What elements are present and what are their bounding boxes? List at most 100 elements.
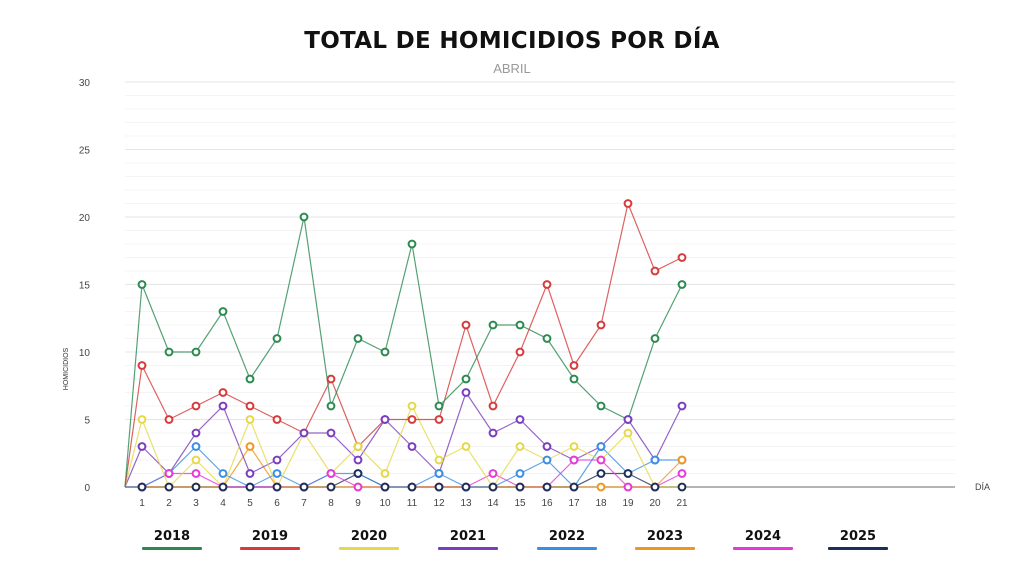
data-point-2025[interactable] — [245, 482, 255, 492]
data-point-2019[interactable] — [407, 415, 417, 424]
data-point-2018[interactable] — [488, 320, 498, 330]
data-point-2020[interactable] — [137, 415, 147, 424]
data-point-2018[interactable] — [596, 401, 606, 411]
data-point-2022[interactable] — [191, 442, 201, 451]
data-point-2020[interactable] — [353, 442, 363, 451]
data-point-2018[interactable] — [650, 334, 660, 343]
data-point-2019[interactable] — [164, 415, 174, 424]
data-point-2019[interactable] — [272, 415, 282, 424]
data-point-2019[interactable] — [569, 361, 579, 370]
data-point-2020[interactable] — [623, 428, 633, 438]
data-point-2021[interactable] — [353, 455, 363, 465]
data-point-2022[interactable] — [596, 442, 606, 451]
data-point-2025[interactable] — [326, 482, 336, 492]
data-point-2018[interactable] — [272, 334, 282, 343]
data-point-2024[interactable] — [488, 469, 498, 478]
data-point-2018[interactable] — [380, 347, 390, 357]
data-point-2018[interactable] — [434, 401, 444, 411]
data-point-2019[interactable] — [623, 199, 633, 208]
data-point-2025[interactable] — [650, 482, 660, 492]
data-point-2019[interactable] — [461, 320, 471, 330]
data-point-2018[interactable] — [407, 239, 417, 249]
data-point-2019[interactable] — [137, 361, 147, 370]
data-point-2019[interactable] — [596, 320, 606, 330]
legend-item-2019[interactable]: 2019 — [240, 529, 300, 550]
data-point-2018[interactable] — [542, 334, 552, 343]
data-point-2025[interactable] — [569, 482, 579, 492]
data-point-2025[interactable] — [164, 482, 174, 492]
data-point-2024[interactable] — [353, 482, 363, 492]
data-point-2020[interactable] — [191, 455, 201, 465]
data-point-2018[interactable] — [191, 347, 201, 357]
data-point-2021[interactable] — [326, 428, 336, 438]
data-point-2025[interactable] — [461, 482, 471, 492]
data-point-2020[interactable] — [434, 455, 444, 465]
data-point-2019[interactable] — [650, 266, 660, 276]
data-point-2024[interactable] — [326, 469, 336, 478]
data-point-2024[interactable] — [677, 469, 687, 478]
data-point-2025[interactable] — [272, 482, 282, 492]
data-point-2020[interactable] — [461, 442, 471, 451]
data-point-2021[interactable] — [461, 388, 471, 397]
legend-item-2023[interactable]: 2023 — [635, 529, 695, 550]
data-point-2018[interactable] — [353, 334, 363, 343]
data-point-2025[interactable] — [677, 482, 687, 492]
data-point-2019[interactable] — [515, 347, 525, 357]
legend-item-2020[interactable]: 2020 — [339, 529, 399, 550]
legend-item-2025[interactable]: 2025 — [828, 529, 888, 550]
data-point-2023[interactable] — [596, 482, 606, 492]
data-point-2021[interactable] — [677, 401, 687, 411]
data-point-2021[interactable] — [137, 442, 147, 451]
data-point-2025[interactable] — [407, 482, 417, 492]
data-point-2018[interactable] — [461, 374, 471, 384]
data-point-2021[interactable] — [488, 428, 498, 438]
data-point-2025[interactable] — [488, 482, 498, 492]
data-point-2024[interactable] — [569, 455, 579, 465]
data-point-2018[interactable] — [164, 347, 174, 357]
data-point-2019[interactable] — [677, 253, 687, 262]
data-point-2022[interactable] — [272, 469, 282, 478]
data-point-2024[interactable] — [623, 482, 633, 492]
legend-item-2021[interactable]: 2021 — [438, 529, 498, 550]
data-point-2023[interactable] — [677, 455, 687, 465]
data-point-2018[interactable] — [515, 320, 525, 330]
data-point-2022[interactable] — [434, 469, 444, 478]
data-point-2019[interactable] — [191, 401, 201, 411]
data-point-2021[interactable] — [542, 442, 552, 451]
legend-item-2018[interactable]: 2018 — [142, 529, 202, 550]
data-point-2018[interactable] — [326, 401, 336, 411]
data-point-2025[interactable] — [380, 482, 390, 492]
data-point-2025[interactable] — [299, 482, 309, 492]
data-point-2021[interactable] — [380, 415, 390, 424]
data-point-2025[interactable] — [218, 482, 228, 492]
data-point-2019[interactable] — [326, 374, 336, 384]
data-point-2019[interactable] — [245, 401, 255, 411]
data-point-2023[interactable] — [245, 442, 255, 451]
data-point-2025[interactable] — [542, 482, 552, 492]
data-point-2019[interactable] — [488, 401, 498, 411]
data-point-2025[interactable] — [596, 469, 606, 478]
data-point-2020[interactable] — [407, 401, 417, 411]
data-point-2022[interactable] — [650, 455, 660, 465]
legend-item-2022[interactable]: 2022 — [537, 529, 597, 550]
data-point-2025[interactable] — [191, 482, 201, 492]
data-point-2018[interactable] — [299, 212, 309, 222]
data-point-2020[interactable] — [245, 415, 255, 424]
legend-item-2024[interactable]: 2024 — [733, 529, 793, 550]
data-point-2025[interactable] — [515, 482, 525, 492]
data-point-2021[interactable] — [245, 469, 255, 478]
data-point-2022[interactable] — [515, 469, 525, 478]
data-point-2021[interactable] — [515, 415, 525, 424]
data-point-2022[interactable] — [542, 455, 552, 465]
data-point-2021[interactable] — [191, 428, 201, 438]
data-point-2018[interactable] — [137, 280, 147, 289]
data-point-2025[interactable] — [353, 469, 363, 478]
data-point-2024[interactable] — [191, 469, 201, 478]
data-point-2024[interactable] — [596, 455, 606, 465]
data-point-2021[interactable] — [623, 415, 633, 424]
data-point-2018[interactable] — [677, 280, 687, 289]
data-point-2021[interactable] — [407, 442, 417, 451]
data-point-2021[interactable] — [299, 428, 309, 438]
data-point-2024[interactable] — [164, 469, 174, 478]
data-point-2018[interactable] — [218, 307, 228, 316]
